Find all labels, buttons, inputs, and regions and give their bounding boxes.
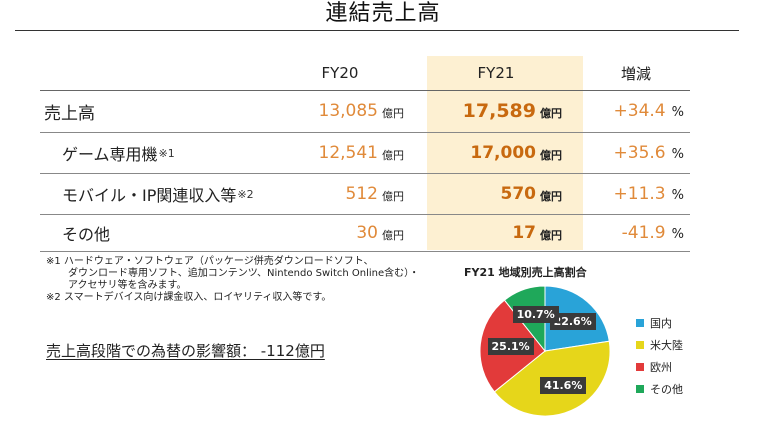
footnote-line: ※1 ハードウェア・ソフトウェア（パッケージ併売ダウンロードソフト、 bbox=[46, 256, 374, 267]
change-value: +34.4 % bbox=[588, 90, 684, 132]
footnote-line: ダウンロード専用ソフト、追加コンテンツ、Nintendo Switch Onli… bbox=[68, 268, 420, 279]
unit-label: 億円 bbox=[540, 229, 562, 242]
footnotes: ※1 ハードウェア・ソフトウェア（パッケージ併売ダウンロードソフト、 ダウンロー… bbox=[46, 256, 456, 304]
fy21-value: 17 億円 bbox=[430, 215, 562, 251]
header-change: 増減 bbox=[620, 64, 651, 83]
percent-label: % bbox=[671, 227, 684, 242]
pie-legend: 国内米大陸欧州その他 bbox=[636, 312, 683, 400]
pie-slice-label: 41.6% bbox=[540, 376, 587, 394]
pie-slice-label: 25.1% bbox=[487, 337, 534, 355]
pie-slice-label: 10.7% bbox=[512, 306, 559, 324]
legend-label: 欧州 bbox=[650, 361, 672, 374]
page-title: 連結売上高 bbox=[325, 1, 441, 26]
unit-label: 億円 bbox=[540, 149, 562, 162]
percent-label: % bbox=[671, 105, 684, 120]
legend-item: その他 bbox=[636, 378, 683, 400]
fy20-number: 13,085 bbox=[318, 101, 378, 121]
row-label-text: モバイル・IP関連収入等 bbox=[62, 186, 237, 205]
fy20-value: 13,085 億円 bbox=[276, 90, 404, 132]
row-label: その他 bbox=[62, 215, 110, 251]
table-row: ゲーム専用機 ※1 12,541 億円 17,000 億円 +35.6 % bbox=[40, 133, 690, 174]
fy21-number: 17,589 bbox=[462, 100, 536, 122]
legend-item: 米大陸 bbox=[636, 334, 683, 356]
fy21-number: 17,000 bbox=[470, 143, 536, 163]
unit-label: 億円 bbox=[382, 107, 404, 120]
table-header-row: FY20 FY21 増減 bbox=[40, 56, 690, 91]
footnote-line: ※2 スマートデバイス向け課金収入、ロイヤリティ収入等です。 bbox=[46, 292, 332, 303]
legend-label: その他 bbox=[650, 383, 683, 396]
table-row: 売上高 13,085 億円 17,589 億円 +34.4 % bbox=[40, 90, 690, 133]
legend-label: 米大陸 bbox=[650, 339, 683, 352]
title-divider bbox=[15, 30, 739, 31]
footnote-mark: ※2 bbox=[237, 187, 254, 201]
row-label-text: その他 bbox=[62, 225, 111, 244]
change-value: -41.9 % bbox=[588, 215, 684, 251]
unit-label: 億円 bbox=[382, 149, 404, 162]
fy21-number: 17 bbox=[512, 223, 536, 243]
legend-item: 欧州 bbox=[636, 356, 683, 378]
change-number: +11.3 bbox=[613, 184, 666, 204]
unit-label: 億円 bbox=[540, 107, 562, 120]
fy20-number: 12,541 bbox=[318, 143, 378, 163]
percent-label: % bbox=[671, 188, 684, 203]
fy21-highlight-column bbox=[427, 56, 583, 250]
row-label: 売上高 bbox=[44, 90, 95, 132]
table-row: モバイル・IP関連収入等 ※2 512 億円 570 億円 +11.3 % bbox=[40, 174, 690, 215]
footnote-line: アクセサリ等を含みます。 bbox=[68, 280, 187, 291]
fy21-value: 17,589 億円 bbox=[430, 90, 562, 132]
change-number: +34.4 bbox=[613, 101, 666, 121]
change-number: -41.9 bbox=[621, 223, 666, 243]
change-number: +35.6 bbox=[613, 143, 666, 163]
fy21-value: 17,000 億円 bbox=[430, 133, 562, 173]
fy21-number: 570 bbox=[500, 184, 537, 204]
change-value: +35.6 % bbox=[588, 133, 684, 173]
unit-label: 億円 bbox=[382, 190, 404, 203]
row-label-text: ゲーム専用機 bbox=[62, 145, 158, 164]
table-row: その他 30 億円 17 億円 -41.9 % bbox=[40, 215, 690, 252]
fy20-value: 512 億円 bbox=[276, 174, 404, 214]
fy20-value: 30 億円 bbox=[276, 215, 404, 251]
change-value: +11.3 % bbox=[588, 174, 684, 214]
fy20-value: 12,541 億円 bbox=[276, 133, 404, 173]
pie-chart-title: FY21 地域別売上高割合 bbox=[464, 266, 587, 279]
footnote-mark: ※1 bbox=[158, 146, 175, 160]
percent-label: % bbox=[671, 147, 684, 162]
header-fy21: FY21 bbox=[477, 64, 515, 82]
fy20-number: 30 bbox=[356, 223, 378, 243]
fx-impact-note: 売上高段階での為替の影響額： -112億円 bbox=[46, 342, 325, 360]
legend-swatch bbox=[636, 319, 644, 327]
fy20-number: 512 bbox=[345, 184, 378, 204]
fy21-value: 570 億円 bbox=[430, 174, 563, 214]
unit-label: 億円 bbox=[540, 190, 562, 203]
unit-label: 億円 bbox=[382, 229, 404, 242]
pie-slice-label: 22.6% bbox=[549, 313, 596, 331]
row-label-text: 売上高 bbox=[44, 103, 95, 124]
legend-label: 国内 bbox=[650, 317, 672, 330]
row-label: モバイル・IP関連収入等 ※2 bbox=[62, 174, 254, 214]
legend-swatch bbox=[636, 385, 644, 393]
row-label: ゲーム専用機 ※1 bbox=[62, 133, 175, 173]
header-fy20: FY20 bbox=[321, 64, 359, 82]
legend-swatch bbox=[636, 363, 644, 371]
legend-item: 国内 bbox=[636, 312, 683, 334]
legend-swatch bbox=[636, 341, 644, 349]
